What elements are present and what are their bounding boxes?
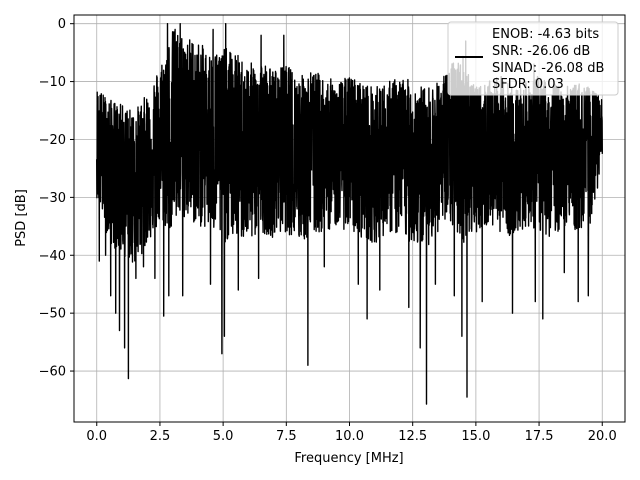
y-tick-label-2: −20 [39, 133, 66, 148]
x-tick-label-0: 0.0 [86, 429, 107, 444]
y-axis-label: PSD [dB] [14, 189, 29, 247]
x-tick-label-4: 10.0 [335, 429, 364, 444]
x-tick-label-3: 7.5 [276, 429, 297, 444]
y-tick-label-6: −60 [39, 365, 66, 380]
legend-line-sfdr: SFDR: 0.03 [492, 77, 564, 92]
legend-line-enob: ENOB: -4.63 bits [492, 27, 599, 42]
y-tick-label-4: −40 [39, 249, 66, 264]
x-tick-label-1: 2.5 [150, 429, 171, 444]
ticks: 0.0 2.5 5.0 7.5 10.0 12.5 15.0 17.5 20.0 0 −10 −20 −… [39, 17, 617, 444]
y-tick-label-1: −10 [39, 75, 66, 90]
y-tick-label-3: −30 [39, 191, 66, 206]
legend-line-snr: SNR: -26.06 dB [492, 44, 590, 59]
legend-line-sinad: SINAD: -26.08 dB [492, 61, 604, 76]
psd-series-line [96, 23, 603, 405]
y-tick-label-5: −50 [39, 307, 66, 322]
x-axis-label: Frequency [MHz] [294, 451, 403, 466]
x-tick-label-7: 17.5 [525, 429, 554, 444]
legend: ENOB: -4.63 bits SNR: -26.06 dB SINAD: -… [447, 21, 619, 96]
y-tick-label-0: 0 [58, 17, 66, 32]
x-tick-label-6: 15.0 [461, 429, 490, 444]
legend-box [447, 21, 619, 96]
x-tick-label-5: 12.5 [398, 429, 427, 444]
x-tick-label-8: 20.0 [588, 429, 617, 444]
plot-area [96, 23, 603, 405]
x-tick-label-2: 5.0 [213, 429, 234, 444]
